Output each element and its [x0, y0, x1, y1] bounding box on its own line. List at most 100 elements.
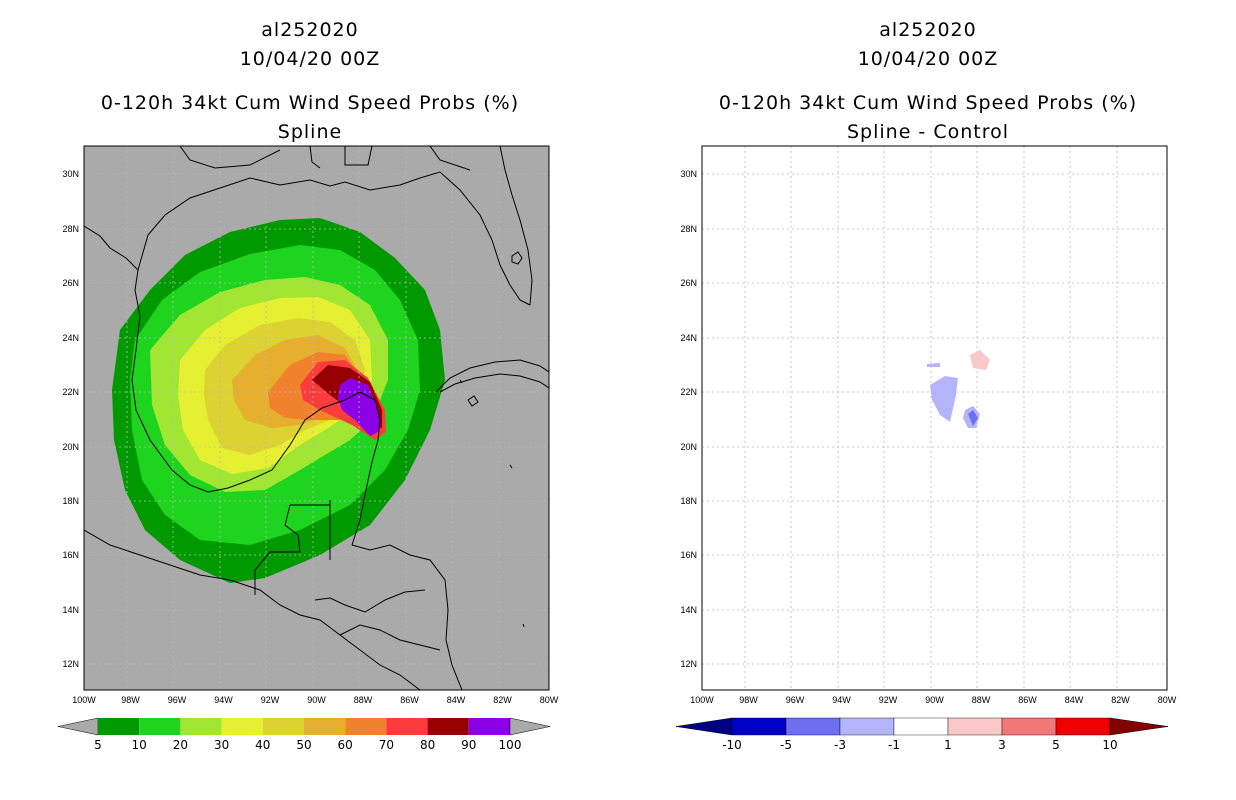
right-colorbar-label: 1	[944, 738, 952, 752]
right-lat-label: 26N	[680, 278, 697, 288]
left-colorbar-label: 60	[338, 738, 353, 752]
left-colorbar-swatch	[221, 718, 263, 735]
right-lon-label: 100W	[690, 695, 714, 705]
right-colorbar-swatch	[893, 717, 949, 736]
left-lon-label: 100W	[72, 695, 96, 705]
left-colorbar-label: 80	[420, 738, 435, 752]
left-lat-label: 22N	[62, 387, 79, 397]
right-storm-id: al252020	[879, 19, 977, 41]
right-lon-label: 96W	[786, 695, 805, 705]
right-colorbar-high-tip	[1109, 717, 1169, 736]
left-lat-label: 12N	[62, 659, 79, 669]
left-colorbar-swatch	[98, 718, 140, 735]
left-lon-label: 94W	[214, 695, 233, 705]
right-colorbar-swatch	[785, 717, 841, 736]
left-colorbar-label: 70	[379, 738, 394, 752]
right-lon-label: 92W	[879, 695, 898, 705]
left-colorbar-swatch	[386, 718, 428, 735]
left-lat-label: 20N	[62, 442, 79, 452]
right-colorbar-label: -1	[888, 738, 900, 752]
left-lat-label: 28N	[62, 224, 79, 234]
left-lat-label: 30N	[62, 169, 79, 179]
right-lat-label: 20N	[680, 442, 697, 452]
left-colorbar-swatch	[304, 718, 346, 735]
right-lat-label: 30N	[680, 169, 697, 179]
left-probability-field	[112, 218, 445, 583]
left-colorbar-swatch	[468, 718, 510, 735]
right-lon-label: 82W	[1111, 695, 1130, 705]
left-map	[83, 145, 550, 691]
right-lon-label: 88W	[972, 695, 991, 705]
left-lon-label: 86W	[400, 695, 419, 705]
left-colorbar-label: 90	[461, 738, 476, 752]
left-colorbar-swatch	[139, 718, 181, 735]
right-colorbar-swatch	[839, 717, 895, 736]
right-product-title: 0-120h 34kt Cum Wind Speed Probs (%)	[718, 92, 1138, 114]
right-colorbar-low-tip	[675, 717, 733, 736]
right-colorbar-swatch	[1001, 717, 1057, 736]
left-lat-label: 24N	[62, 333, 79, 343]
left-colorbar-label: 10	[132, 738, 147, 752]
right-colorbar-swatch	[1055, 717, 1111, 736]
right-lat-label: 22N	[680, 387, 697, 397]
left-colorbar-label: 40	[255, 738, 270, 752]
right-colorbar-label: -3	[834, 738, 846, 752]
left-lon-label: 80W	[540, 695, 559, 705]
right-lon-label: 86W	[1018, 695, 1037, 705]
left-colorbar-swatch	[180, 718, 222, 735]
right-colorbar-label: -5	[780, 738, 792, 752]
left-colorbar-low-tip	[57, 717, 99, 736]
left-lat-label: 18N	[62, 496, 79, 506]
left-colorbar-label: 30	[214, 738, 229, 752]
left-lon-label: 88W	[354, 695, 373, 705]
right-colorbar-label: 3	[998, 738, 1006, 752]
right-lon-label: 98W	[739, 695, 758, 705]
left-product-title: 0-120h 34kt Cum Wind Speed Probs (%)	[100, 92, 520, 114]
left-lon-label: 96W	[168, 695, 187, 705]
left-lon-label: 98W	[121, 695, 140, 705]
left-storm-id: al252020	[261, 19, 359, 41]
left-lon-label: 90W	[307, 695, 326, 705]
left-colorbar-label: 20	[173, 738, 188, 752]
right-lon-label: 80W	[1158, 695, 1177, 705]
left-lon-label: 82W	[493, 695, 512, 705]
right-lon-label: 84W	[1065, 695, 1084, 705]
left-title-block: al252020 10/04/20 00Z 0-120h 34kt Cum Wi…	[40, 16, 580, 147]
right-colorbar-swatch	[947, 717, 1003, 736]
right-colorbar-label: 10	[1102, 738, 1117, 752]
right-date: 10/04/20 00Z	[857, 48, 999, 70]
left-gridlines	[84, 146, 549, 690]
left-colorbar-label: 50	[296, 738, 311, 752]
left-colorbar-swatch	[427, 718, 469, 735]
left-colorbar-high-tip	[509, 717, 551, 736]
right-lat-label: 24N	[680, 333, 697, 343]
left-lon-label: 92W	[261, 695, 280, 705]
right-lat-label: 14N	[680, 605, 697, 615]
left-lat-label: 16N	[62, 550, 79, 560]
left-colorbar-label: 100	[499, 738, 522, 752]
right-lon-label: 94W	[832, 695, 851, 705]
right-colorbar-swatch	[731, 717, 787, 736]
right-lon-label: 90W	[925, 695, 944, 705]
right-difference-field	[927, 350, 990, 428]
left-colorbar-swatch	[345, 718, 387, 735]
left-lat-label: 14N	[62, 605, 79, 615]
left-subtitle: Spline	[277, 121, 343, 143]
right-title-block: al252020 10/04/20 00Z 0-120h 34kt Cum Wi…	[658, 16, 1198, 147]
right-map-background	[701, 145, 1168, 691]
right-colorbar: -10 -5 -3 -1 1 3 5 10	[675, 717, 1169, 752]
right-colorbar-label: -10	[722, 738, 742, 752]
right-colorbar-label: 5	[1052, 738, 1060, 752]
left-date: 10/04/20 00Z	[239, 48, 381, 70]
right-map	[701, 145, 1168, 691]
left-colorbar-label: 5	[94, 738, 102, 752]
axis-labels: 100W 98W 96W 94W 92W 90W 88W 86W 84W 82W 80W 30N 28N…	[62, 169, 1176, 705]
right-subtitle: Spline - Control	[846, 121, 1010, 143]
right-lat-label: 28N	[680, 224, 697, 234]
right-lat-label: 18N	[680, 496, 697, 506]
right-lat-label: 16N	[680, 550, 697, 560]
left-lat-label: 26N	[62, 278, 79, 288]
left-colorbar: 5 10 20 30 40 50 60 70 80 90 100	[57, 717, 551, 752]
left-lon-label: 84W	[447, 695, 466, 705]
